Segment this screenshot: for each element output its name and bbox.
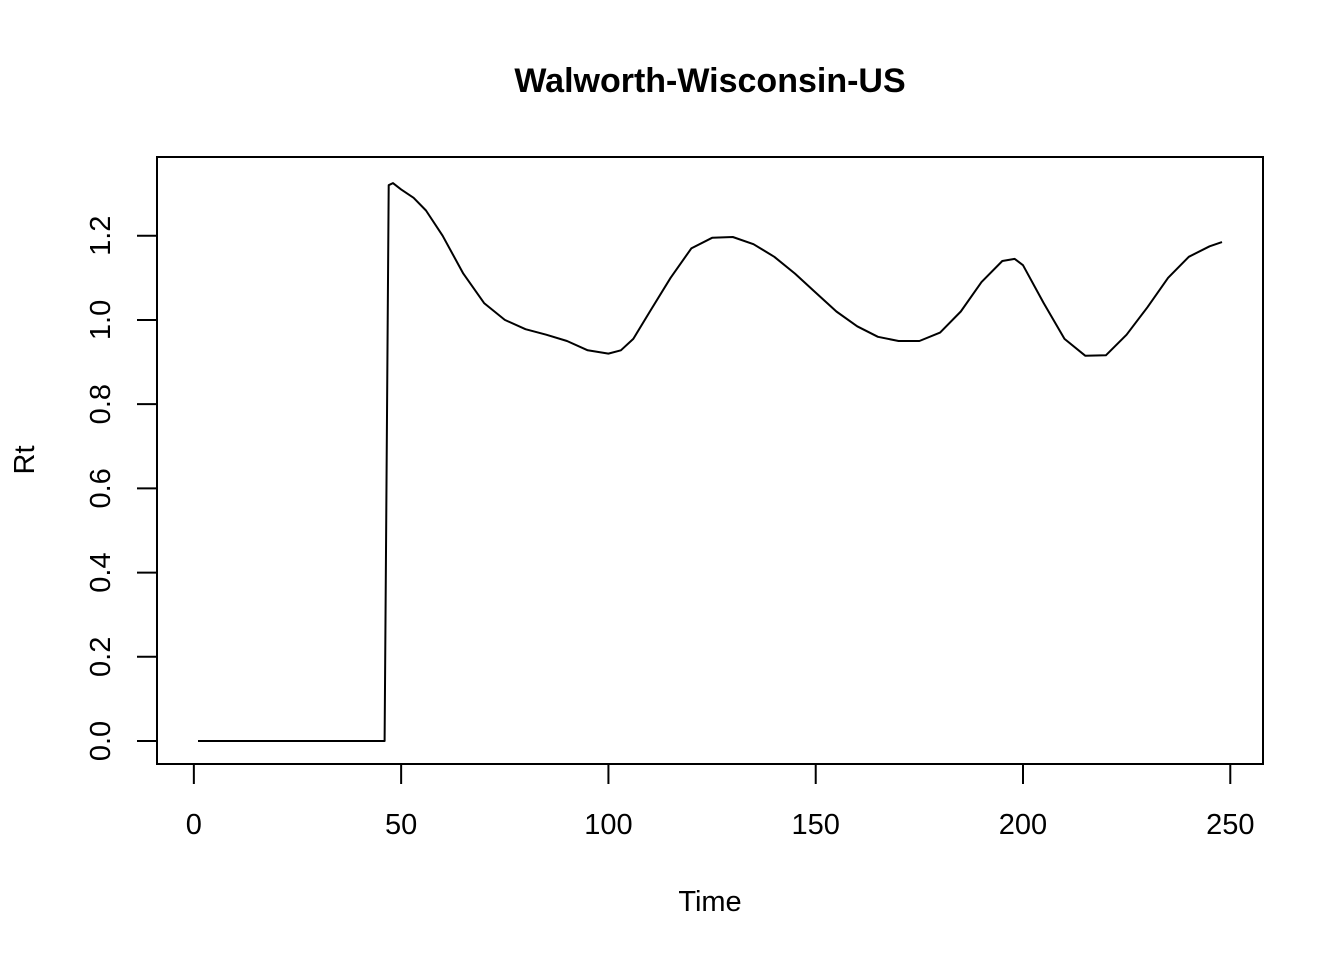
y-tick-label: 0.8 <box>85 384 117 424</box>
plot-frame <box>156 156 1264 765</box>
x-tick-label: 150 <box>792 809 840 841</box>
x-tick-label: 250 <box>1206 809 1254 841</box>
y-axis: 0.0 0.2 0.4 0.6 0.8 1.0 1.2 <box>85 216 158 761</box>
y-tick-label: 0.4 <box>85 552 117 592</box>
chart-title: Walworth-Wisconsin-US <box>514 62 905 100</box>
x-tick-label: 100 <box>584 809 632 841</box>
y-tick-label: 1.2 <box>85 216 117 256</box>
y-tick-label: 0.0 <box>85 721 117 761</box>
y-tick-label: 0.6 <box>85 468 117 508</box>
y-tick-label: 1.0 <box>85 300 117 340</box>
y-axis-label: Rt <box>9 446 41 475</box>
rt-series-line <box>198 182 1223 742</box>
y-tick-label: 0.2 <box>85 637 117 677</box>
x-axis: 0 50 100 150 200 250 <box>186 763 1254 841</box>
x-tick-label: 0 <box>186 809 202 841</box>
x-tick-label: 50 <box>385 809 417 841</box>
x-axis-label: Time <box>678 886 741 918</box>
x-tick-label: 200 <box>999 809 1047 841</box>
